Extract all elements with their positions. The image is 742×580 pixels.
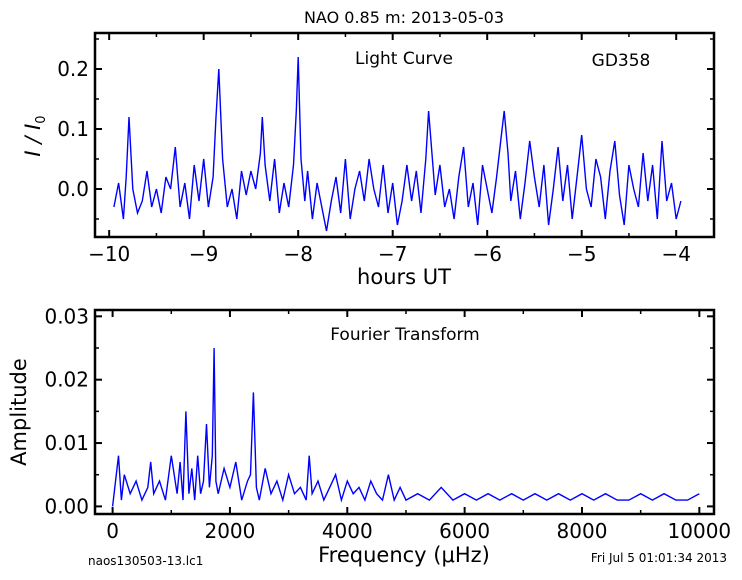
x-tick-label: 6000: [439, 519, 490, 543]
light-curve-ylabel: I / I0: [21, 115, 49, 156]
y-tick-label: 0.0: [57, 177, 89, 201]
y-tick-label: 0.2: [57, 57, 89, 81]
y-tick-label: 0.1: [57, 117, 89, 141]
light-curve-panel: −10 −9 −8 −7 −6 −5 −4 0.0 0.1 0.2 Light Curve GD3…: [21, 31, 716, 289]
x-tick-label: −8: [283, 242, 312, 266]
x-tick-label: 0: [106, 519, 119, 543]
x-tick-label: 2000: [204, 519, 255, 543]
light-curve-annotation: Light Curve: [355, 49, 453, 69]
light-curve-frame: [93, 31, 716, 239]
fourier-ylabel: Amplitude: [7, 358, 31, 466]
x-tick-label: 10000: [668, 519, 732, 543]
x-tick-label: −7: [378, 242, 407, 266]
y-tick-label: 0.03: [44, 304, 89, 328]
light-curve-line: [113, 56, 682, 232]
light-curve-ticks: −10 −9 −8 −7 −6 −5 −4 0.0 0.1 0.2: [57, 33, 714, 266]
figure-title: NAO 0.85 m: 2013-05-03: [304, 8, 504, 27]
fourier-xlabel: Frequency (μHz): [318, 543, 490, 567]
x-tick-label: 4000: [322, 519, 373, 543]
light-curve-xlabel: hours UT: [357, 265, 451, 289]
x-tick-label: −9: [189, 242, 218, 266]
footer-filename: naos130503-13.lc1: [88, 554, 203, 568]
x-tick-label: −10: [88, 242, 130, 266]
y-tick-label: 0.02: [44, 368, 89, 392]
x-tick-label: −4: [661, 242, 690, 266]
x-tick-label: 8000: [557, 519, 608, 543]
fourier-annotation: Fourier Transform: [330, 325, 479, 345]
x-tick-label: −6: [472, 242, 501, 266]
y-tick-label: 0.00: [44, 494, 89, 518]
star-name-annotation: GD358: [592, 51, 651, 71]
fourier-ticks: 0 2000 4000 6000 8000 10000 0.00 0.01 0.02 0.03: [44, 304, 731, 543]
fourier-panel: 0 2000 4000 6000 8000 10000 0.00 0.01 0.02 0.03 F…: [7, 304, 731, 567]
fourier-line: [111, 347, 700, 507]
footer-timestamp: Fri Jul 5 01:01:34 2013: [591, 551, 727, 565]
x-tick-label: −5: [567, 242, 596, 266]
y-tick-label: 0.01: [44, 431, 89, 455]
